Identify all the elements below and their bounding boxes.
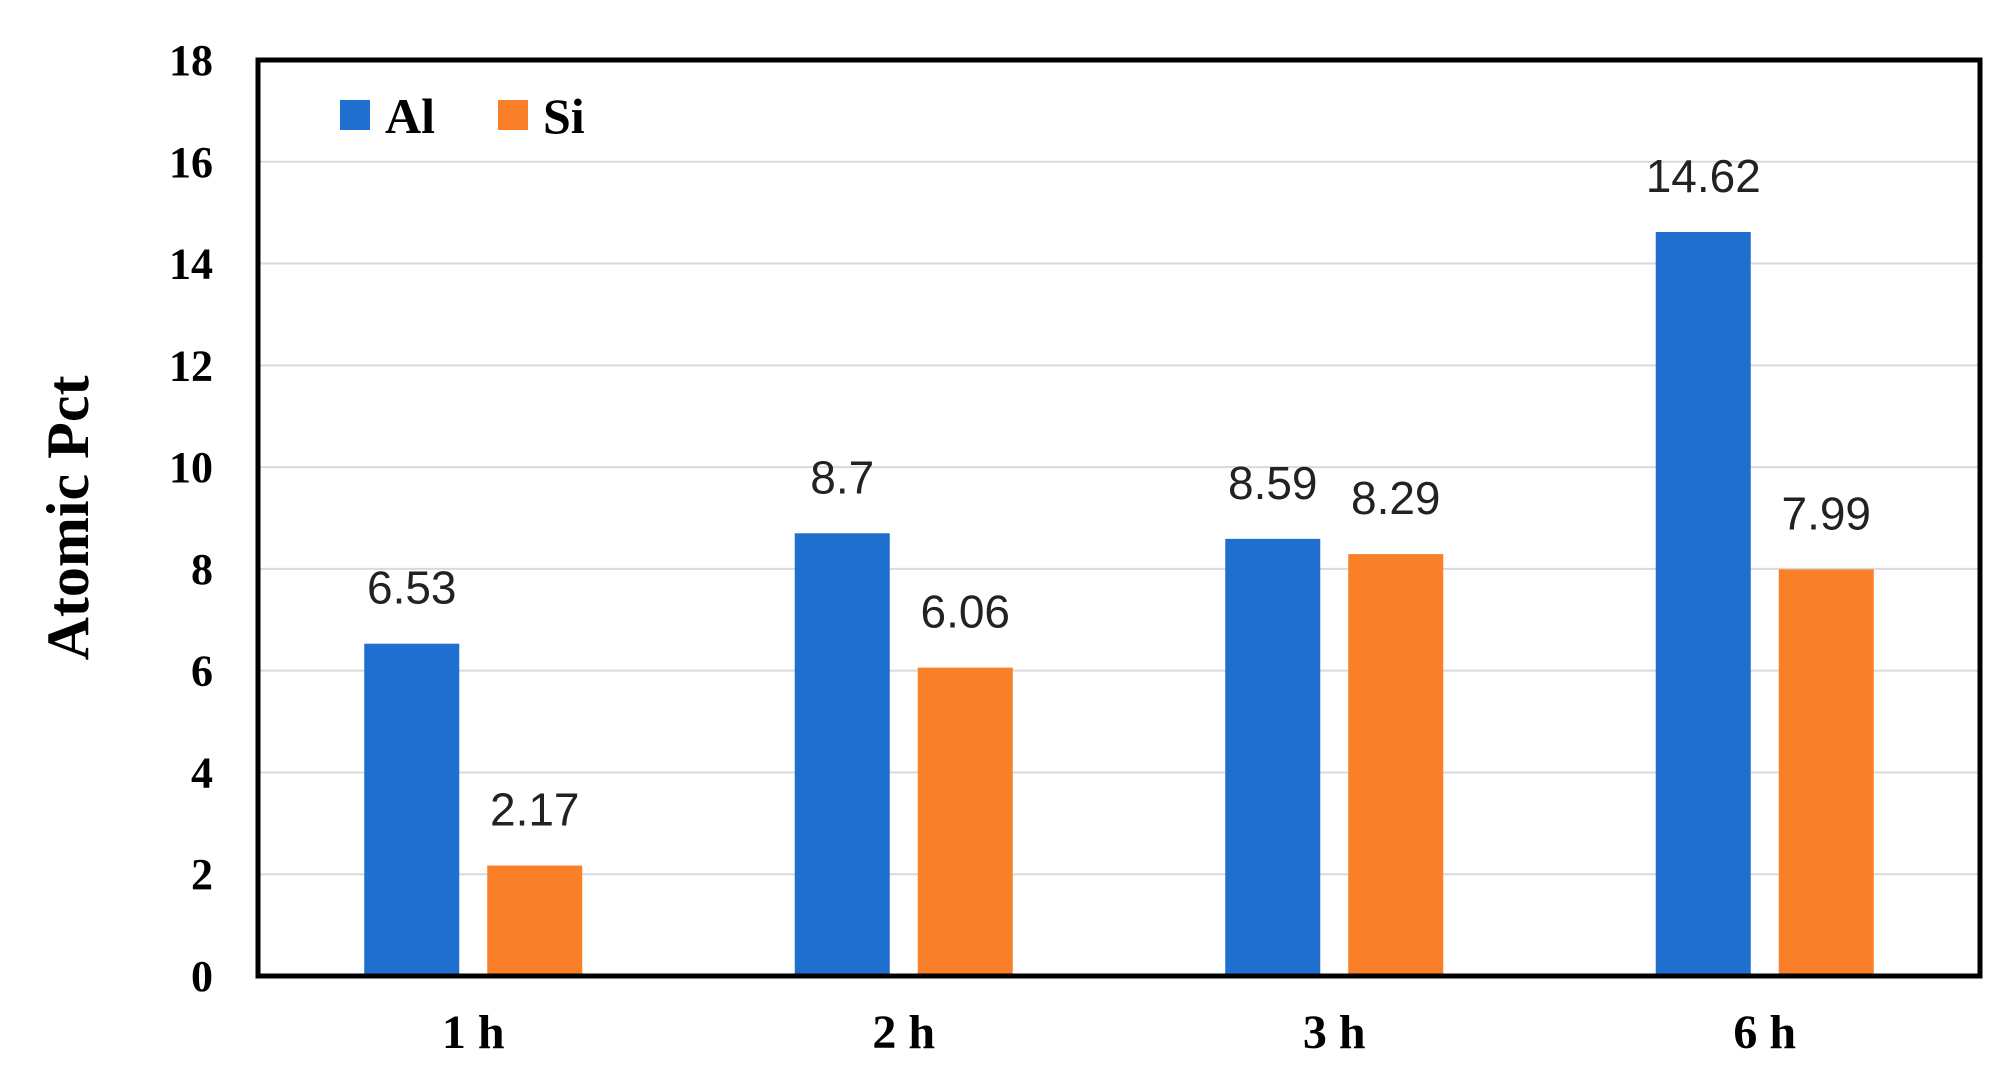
y-tick-label: 0 xyxy=(191,952,213,1001)
x-category-label: 1 h xyxy=(442,1006,505,1059)
y-tick-label: 6 xyxy=(191,647,213,696)
y-tick-label: 16 xyxy=(169,138,213,187)
bar-si-1h xyxy=(487,865,583,976)
y-tick-label: 10 xyxy=(169,443,213,492)
data-label: 7.99 xyxy=(1781,487,1871,539)
legend-label-al: Al xyxy=(385,88,435,144)
data-label: 8.29 xyxy=(1351,472,1441,524)
data-label: 8.7 xyxy=(810,451,874,503)
plot-frame xyxy=(255,57,1983,979)
legend: Al Si xyxy=(340,88,585,144)
x-category-label: 3 h xyxy=(1303,1006,1366,1059)
y-tick-label: 2 xyxy=(191,850,213,899)
bar-al-3h xyxy=(1225,538,1321,976)
bar-al-6h xyxy=(1655,232,1751,976)
bars xyxy=(364,232,1874,976)
data-labels: 6.53 2.17 8.7 6.06 8.59 8.29 14.62 7.99 xyxy=(367,150,1871,836)
data-label: 8.59 xyxy=(1228,457,1318,509)
data-label: 6.06 xyxy=(920,586,1010,638)
x-category-label: 6 h xyxy=(1733,1006,1796,1059)
bar-al-1h xyxy=(364,643,460,976)
data-label: 6.53 xyxy=(367,562,457,614)
y-tick-label: 12 xyxy=(169,341,213,390)
bar-si-6h xyxy=(1778,569,1874,976)
y-tick-label: 4 xyxy=(191,748,213,797)
data-label: 2.17 xyxy=(490,784,580,836)
y-tick-label: 8 xyxy=(191,545,213,594)
legend-swatch-si xyxy=(498,100,528,130)
x-category-label: 2 h xyxy=(872,1006,935,1059)
y-tick-label: 14 xyxy=(169,240,213,289)
x-category-labels: 1 h 2 h 3 h 6 h xyxy=(442,1006,1796,1059)
y-axis-title: Atomic Pct xyxy=(35,376,101,661)
data-label: 14.62 xyxy=(1646,150,1761,202)
bar-al-2h xyxy=(794,533,890,976)
legend-swatch-al xyxy=(340,100,370,130)
gridlines xyxy=(258,160,1980,876)
bar-si-3h xyxy=(1348,554,1444,976)
y-tick-labels: 0 2 4 6 8 10 12 14 16 18 xyxy=(169,36,213,1001)
y-tick-label: 18 xyxy=(169,36,213,85)
bar-si-2h xyxy=(917,667,1013,976)
legend-label-si: Si xyxy=(543,88,585,144)
